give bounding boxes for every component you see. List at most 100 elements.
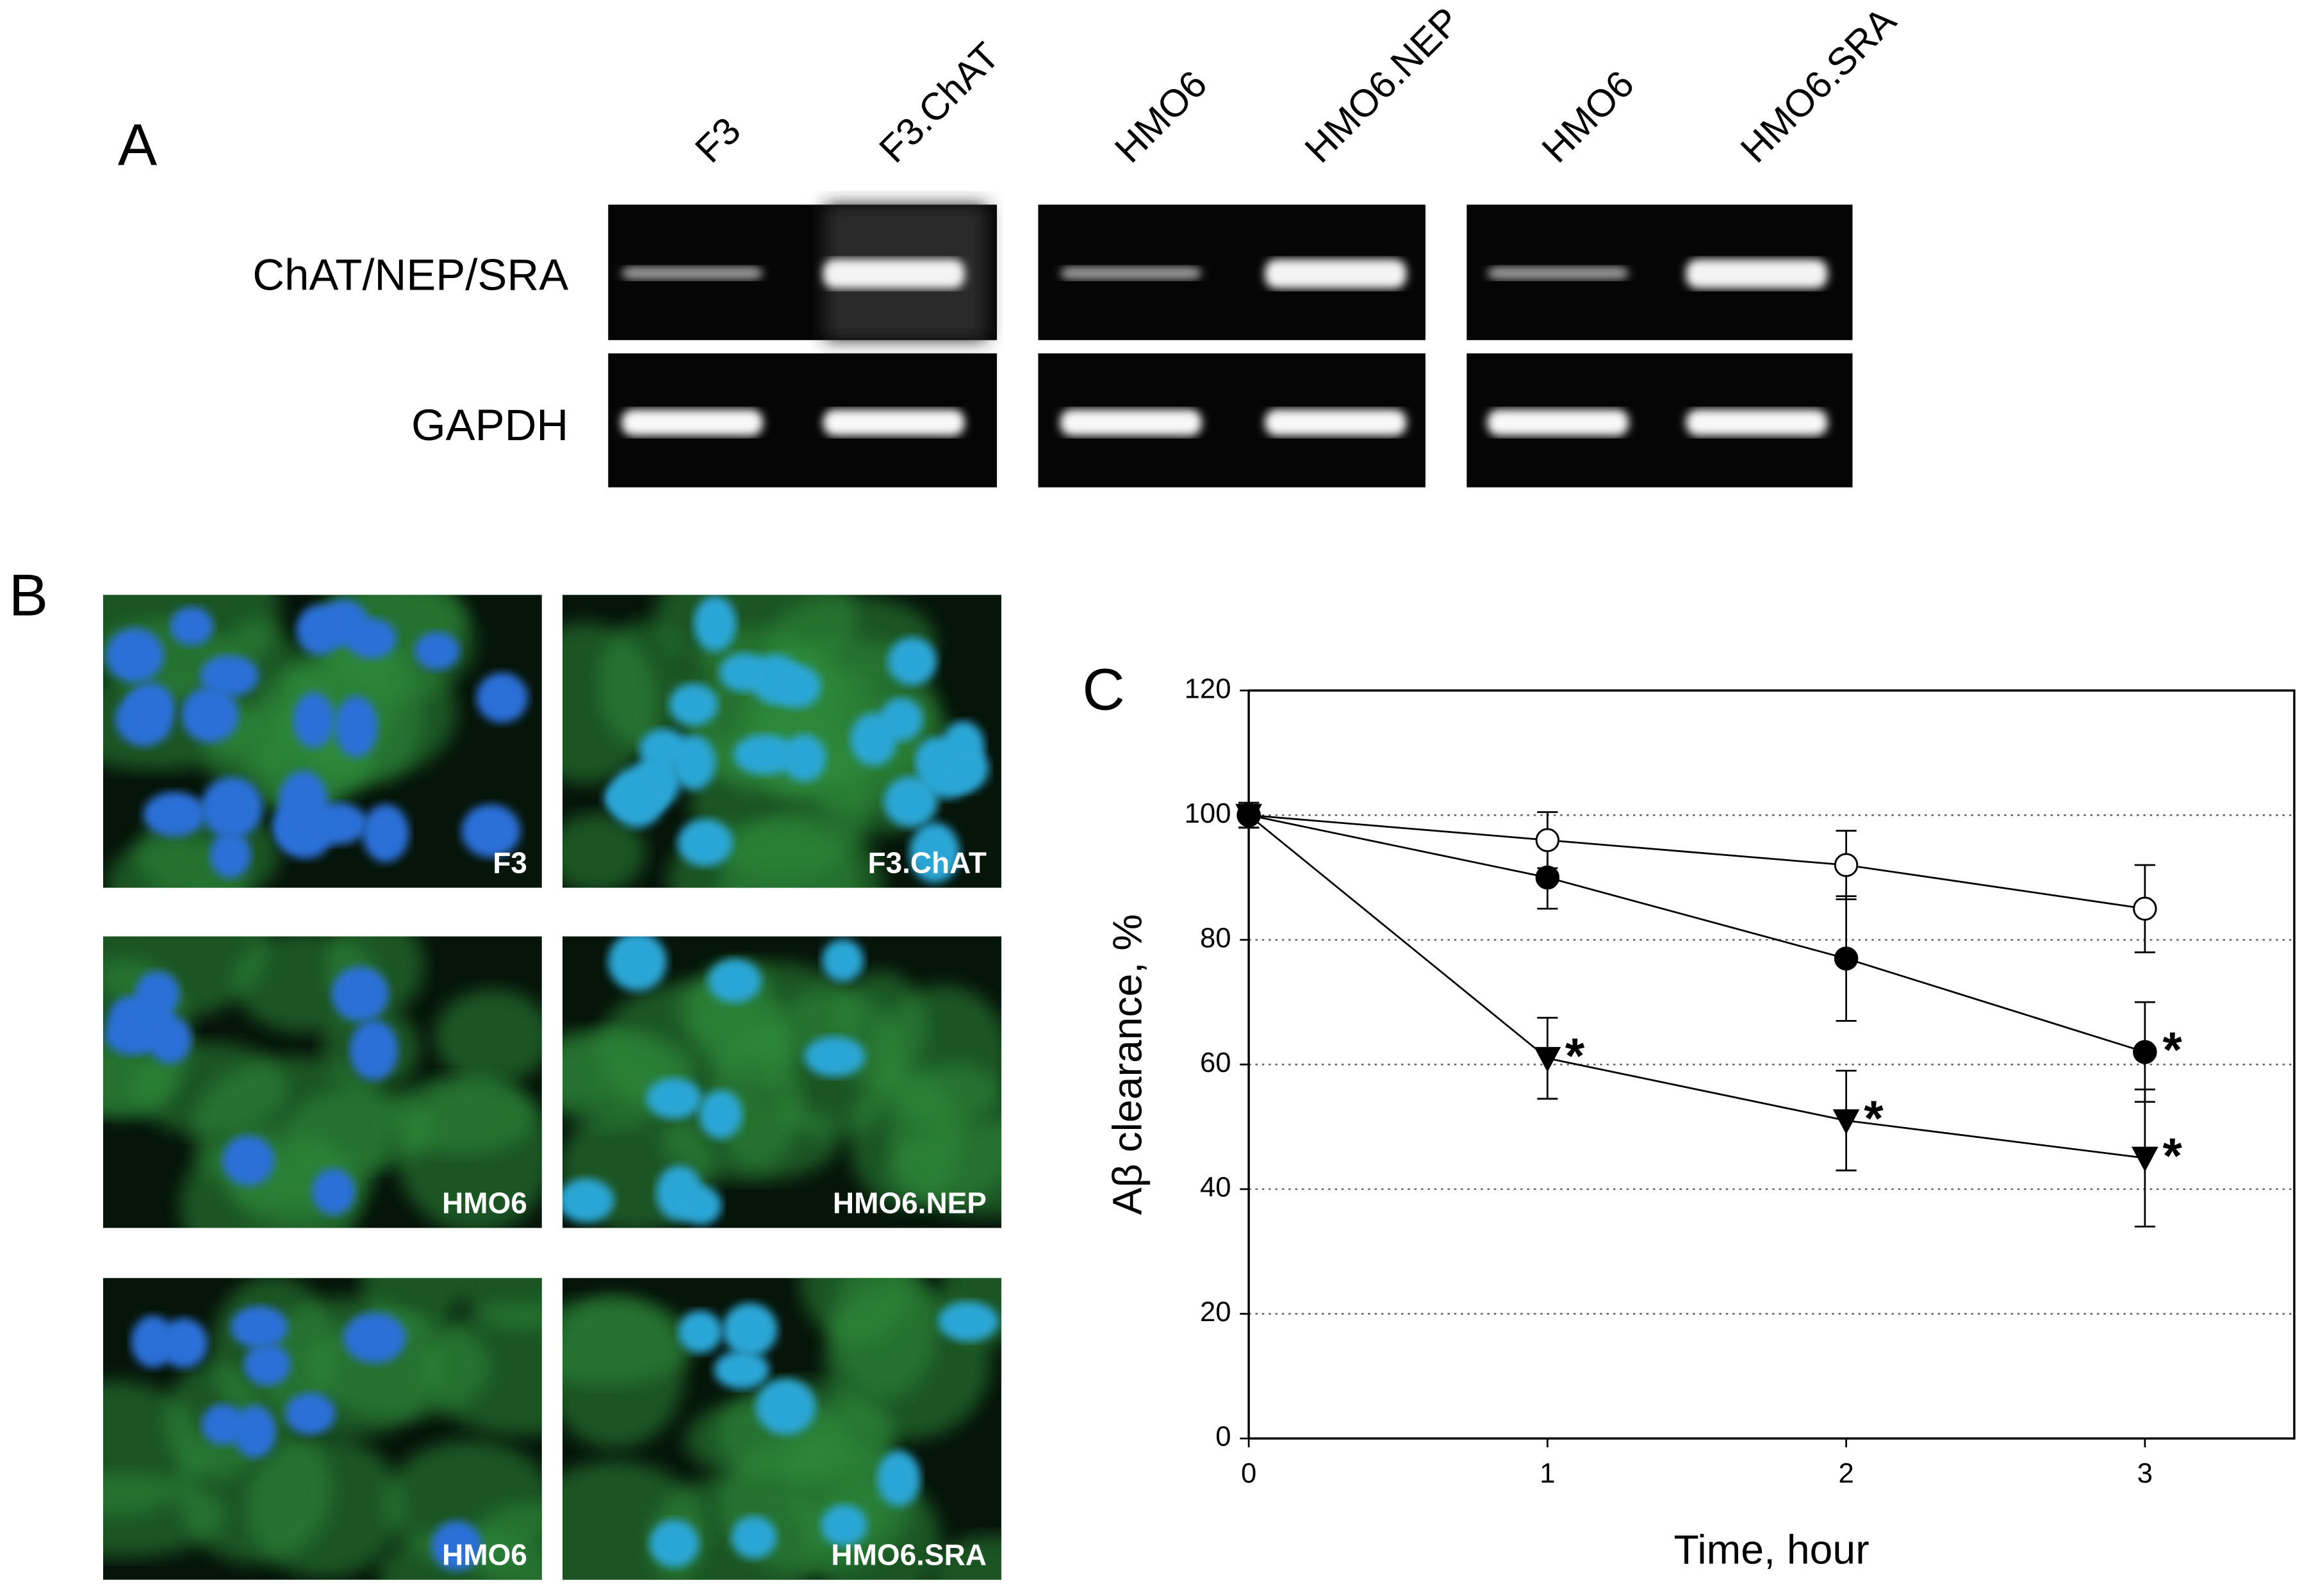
nucleus [938, 1301, 999, 1342]
cytoplasm [384, 1440, 542, 1567]
lane-label: HMO6 [1106, 62, 1215, 170]
micro-image: HMO6 [103, 936, 542, 1228]
lane-label: HMO6.NEP [1297, 0, 1468, 171]
row-label: ChAT/NEP/SRA [252, 251, 568, 300]
nucleus [821, 1504, 867, 1547]
nucleus [880, 698, 923, 741]
nucleus [293, 692, 335, 748]
nucleus [699, 1090, 743, 1139]
nucleus [563, 1178, 614, 1223]
nucleus [722, 1303, 778, 1357]
nucleus [296, 605, 344, 655]
image-label: HMO6 [442, 1187, 527, 1220]
lane-label: HMO6 [1534, 62, 1642, 170]
lane-label: F3.ChAT [871, 34, 1007, 170]
image-label: HMO6.SRA [831, 1538, 987, 1572]
cytoplasm [800, 1278, 913, 1344]
significance-label: * [1864, 1090, 1884, 1146]
nucleus [170, 607, 213, 646]
marker [1235, 803, 1262, 829]
cytoplasm [720, 811, 883, 888]
marker [1535, 865, 1560, 890]
nucleus [607, 936, 667, 991]
nucleus [210, 831, 251, 878]
marker [2132, 1146, 2158, 1172]
micro-content [103, 595, 542, 888]
micro-content [563, 936, 1001, 1228]
cytoplasm [887, 1122, 1001, 1217]
micro-content [563, 595, 1001, 888]
micro-content [563, 1278, 1001, 1580]
nucleus [331, 966, 389, 1022]
micro-image: F3.ChAT [563, 595, 1001, 888]
nucleus [822, 939, 864, 982]
marker [1534, 1047, 1561, 1073]
nucleus [693, 596, 737, 652]
nucleus [147, 1016, 192, 1064]
nucleus [883, 776, 938, 828]
nucleus [782, 734, 826, 782]
nucleus [909, 822, 960, 884]
nucleus [680, 1186, 722, 1225]
nucleus [222, 1135, 275, 1186]
nucleus [346, 618, 397, 659]
image-label: HMO6 [442, 1538, 527, 1572]
nucleus [135, 971, 180, 1017]
nucleus [731, 1516, 777, 1559]
x-tick-label: 1 [1540, 1458, 1555, 1489]
cytoplasm [876, 985, 1001, 1129]
nucleus [755, 1378, 816, 1435]
band [621, 266, 763, 280]
plot-frame [1247, 689, 2296, 1440]
image-label: F3 [493, 846, 527, 880]
nucleus [131, 1315, 175, 1368]
band [1060, 409, 1202, 436]
nucleus [771, 664, 821, 709]
nucleus [201, 777, 263, 839]
nucleus [415, 632, 460, 670]
micro-image: HMO6.NEP [563, 936, 1001, 1228]
band [621, 409, 763, 436]
series-line [1248, 814, 2146, 1159]
cytoplasm [457, 1278, 542, 1329]
nucleus [476, 673, 528, 723]
marker [1834, 946, 1859, 971]
lane-label: HMO6.SRA [1732, 0, 1904, 171]
marker [1535, 828, 1560, 852]
nucleus [230, 1306, 288, 1349]
significance-label: * [2162, 1021, 2182, 1078]
band [1265, 409, 1407, 436]
nucleus [350, 1019, 399, 1081]
x-tick-label: 2 [1838, 1458, 1853, 1489]
significance-label: * [2162, 1127, 2182, 1183]
lane-label: F3 [687, 109, 749, 171]
panel-label: B [9, 563, 48, 629]
cytoplasm [434, 989, 542, 1085]
band [1265, 259, 1407, 289]
nucleus [671, 735, 716, 791]
micro-image: HMO6.SRA [563, 1278, 1001, 1580]
nucleus [233, 1405, 276, 1458]
nucleus [804, 1036, 866, 1077]
micro-image: HMO6 [103, 1278, 542, 1580]
nucleus [646, 1078, 702, 1119]
cytoplasm [563, 622, 657, 784]
y-axis-label: Aβ clearance, % [1104, 914, 1150, 1215]
band [1487, 409, 1629, 436]
row-label: GAPDH [411, 400, 568, 450]
nucleus [669, 684, 718, 726]
significance-label: * [1565, 1028, 1585, 1084]
y-tick-label: 120 [1185, 673, 1231, 704]
panel-label: C [1082, 657, 1124, 723]
microscopy-images: F3 F3.ChAT HMO6 HMO6.NEP HMO6 HMO6.SRA [103, 595, 1001, 1580]
marker [2133, 1040, 2157, 1064]
band [1686, 409, 1828, 436]
band [1686, 259, 1828, 289]
band [823, 409, 965, 436]
marker [2133, 896, 2157, 921]
y-tick-label: 60 [1200, 1047, 1231, 1078]
y-tick-label: 80 [1200, 922, 1231, 953]
nucleus [279, 770, 328, 831]
y-tick-label: 40 [1200, 1172, 1231, 1203]
